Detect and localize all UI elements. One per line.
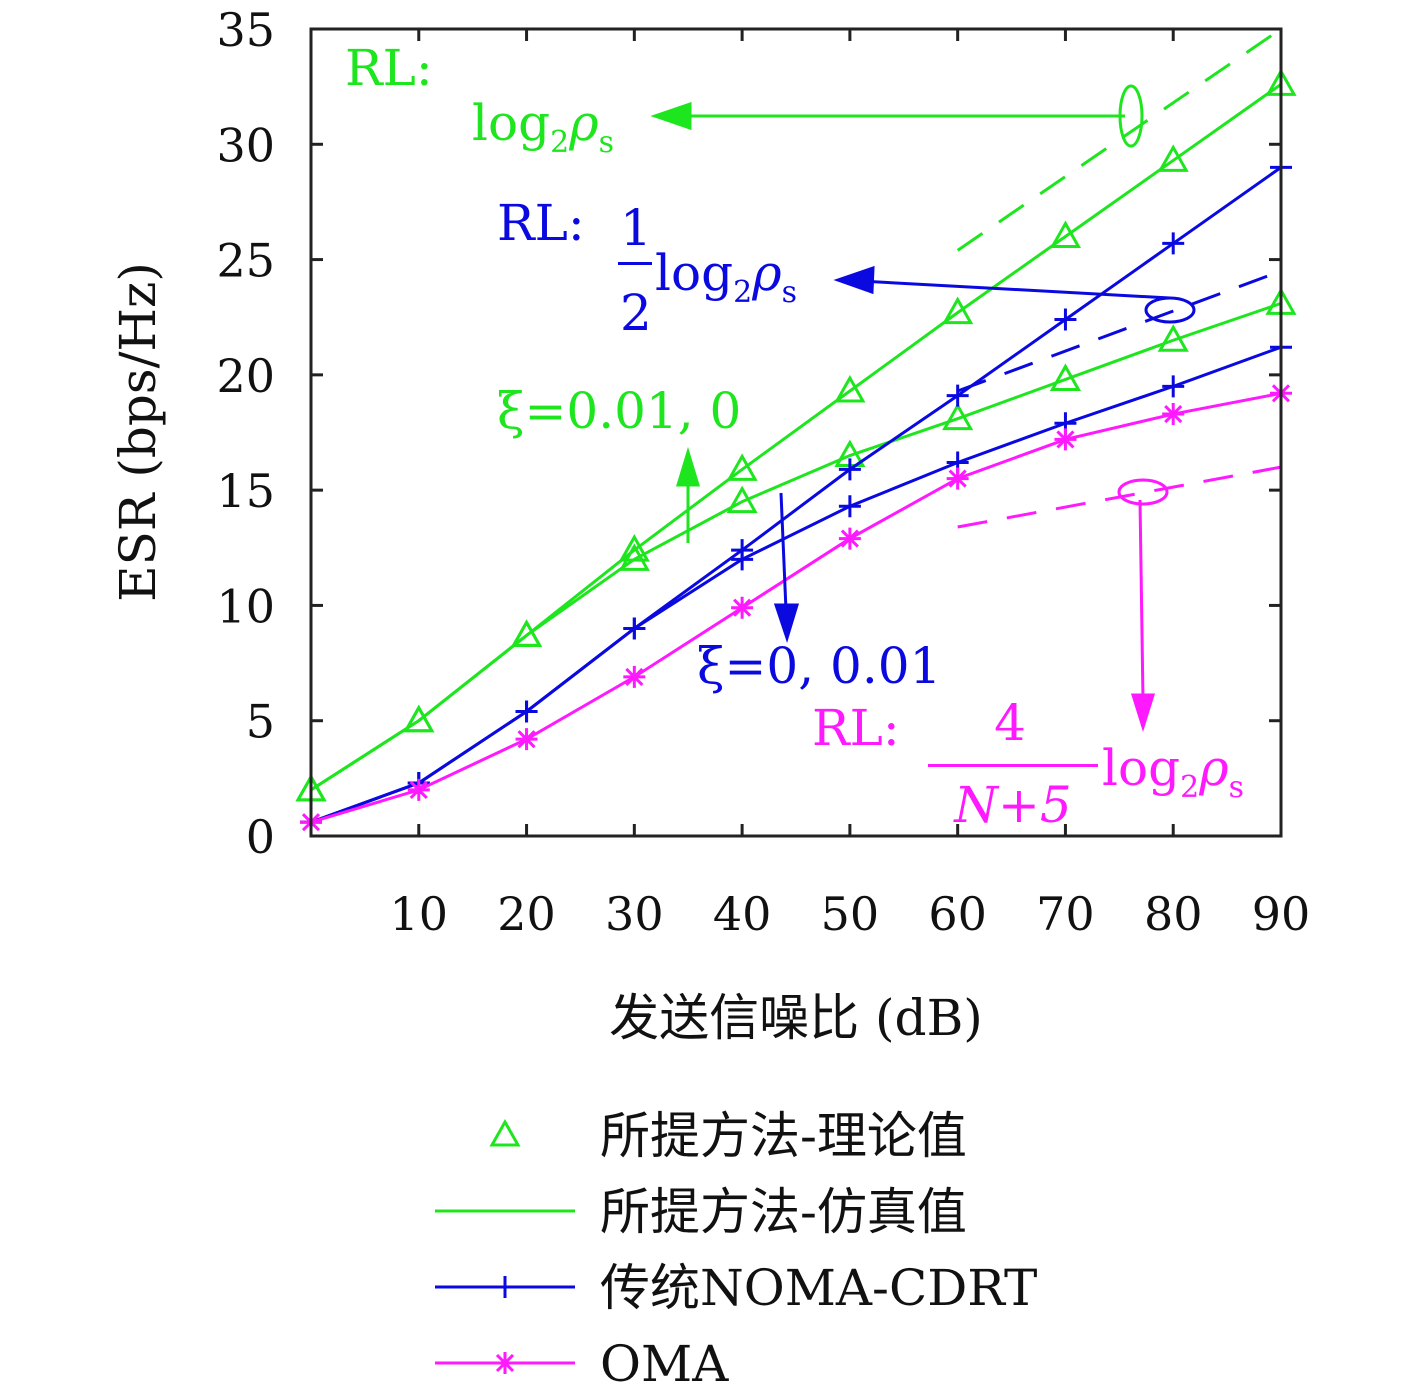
annotation-text: 1 — [620, 199, 652, 257]
series-line — [310, 345, 1282, 824]
x-tick-label: 10 — [390, 887, 449, 941]
annotation-text: RL: — [345, 39, 433, 97]
x-tick-label: 40 — [713, 887, 772, 941]
plot-area — [295, 27, 1297, 834]
y-tick-label: 0 — [246, 810, 275, 864]
legend-item: OMA — [435, 1335, 729, 1393]
y-tick-label: 35 — [216, 3, 275, 57]
data-point — [731, 596, 754, 619]
x-tick-label: 60 — [928, 887, 987, 941]
x-axis-label: 发送信噪比 (dB) — [609, 989, 983, 1047]
data-point — [946, 467, 969, 490]
data-point — [1162, 403, 1185, 426]
legend-label: 所提方法-仿真值 — [600, 1183, 967, 1241]
data-point — [515, 728, 538, 751]
data-point — [838, 495, 861, 518]
blue-rl-annotation: RL: 1 2 log2ρs — [497, 194, 797, 342]
legend-label: 传统NOMA-CDRT — [600, 1259, 1037, 1317]
annotation-text: 2 — [620, 284, 652, 342]
x-tick-label: 30 — [605, 887, 664, 941]
data-point — [838, 527, 861, 550]
data-point — [623, 665, 646, 688]
series-line — [310, 166, 1282, 824]
green-rl-annotation: RL: log2ρs — [345, 39, 614, 160]
data-point — [726, 485, 758, 514]
legend-marker — [494, 1276, 516, 1298]
data-point — [726, 453, 758, 481]
series-line — [310, 391, 1282, 824]
asymptote-line — [957, 269, 1282, 393]
data-point — [838, 458, 861, 481]
data-point — [1054, 308, 1077, 331]
data-point — [946, 384, 969, 407]
data-point — [623, 617, 646, 640]
green-xi-annotation: ξ=0.01, 0 — [497, 382, 741, 440]
annotation-text: log2ρs — [655, 244, 797, 310]
legend-item: 所提方法-仿真值 — [435, 1183, 967, 1241]
y-tick-label: 10 — [216, 579, 275, 633]
data-point — [1162, 232, 1185, 255]
x-tick-label: 80 — [1144, 887, 1203, 941]
y-tick-label: 30 — [216, 118, 275, 172]
x-tick-label: 90 — [1252, 887, 1311, 941]
blue-xi-annotation: ξ=0, 0.01 — [697, 637, 941, 695]
data-point — [407, 778, 430, 801]
y-tick-label: 5 — [246, 695, 275, 749]
data-point — [515, 700, 538, 723]
data-point — [510, 619, 543, 647]
annotation-text: RL: — [497, 194, 585, 252]
data-point — [1162, 375, 1185, 398]
x-tick-label: 20 — [497, 887, 556, 941]
pink-arrow — [1117, 478, 1169, 733]
data-point — [1157, 144, 1189, 172]
data-point — [618, 543, 650, 571]
y-tick-label: 15 — [216, 464, 275, 518]
data-point — [1049, 220, 1082, 249]
annotation-text: 4 — [994, 694, 1026, 752]
data-point — [834, 374, 866, 403]
y-tick-label: 25 — [216, 234, 275, 288]
annotation-text: log2ρs — [472, 94, 614, 160]
axes-box — [309, 27, 1283, 838]
legend-item: 所提方法-理论值 — [489, 1107, 967, 1165]
data-point — [403, 704, 435, 733]
data-point — [1054, 428, 1077, 451]
legend-label: OMA — [600, 1335, 729, 1393]
data-point — [1049, 363, 1082, 391]
annotation-text: RL: — [812, 699, 900, 757]
legend-marker — [494, 1352, 516, 1374]
pink-rl-annotation: RL: 4 N+5 log2ρs — [812, 694, 1244, 834]
y-axis-label: ESR (bps/Hz) — [109, 262, 167, 602]
data-point — [1157, 324, 1189, 352]
legend-marker — [489, 1118, 521, 1147]
annotation-text: N+5 — [953, 776, 1071, 834]
asymptote-line — [956, 27, 1282, 252]
data-point — [731, 548, 754, 571]
ticks: 10 20 30 40 50 60 70 80 90 0 5 10 15 20 25 30 35 — [216, 3, 1310, 941]
data-point — [942, 402, 974, 431]
annotation-text: log2ρs — [1102, 739, 1244, 805]
x-tick-label: 70 — [1036, 887, 1095, 941]
green-arrow — [650, 84, 1144, 543]
x-tick-label: 50 — [821, 887, 880, 941]
data-point — [942, 296, 974, 325]
legend-label: 所提方法-理论值 — [600, 1107, 967, 1165]
series-line — [310, 301, 1282, 792]
legend-item: 传统NOMA-CDRT — [435, 1259, 1037, 1317]
blue-arrow — [773, 265, 1196, 643]
y-tick-label: 20 — [216, 349, 275, 403]
